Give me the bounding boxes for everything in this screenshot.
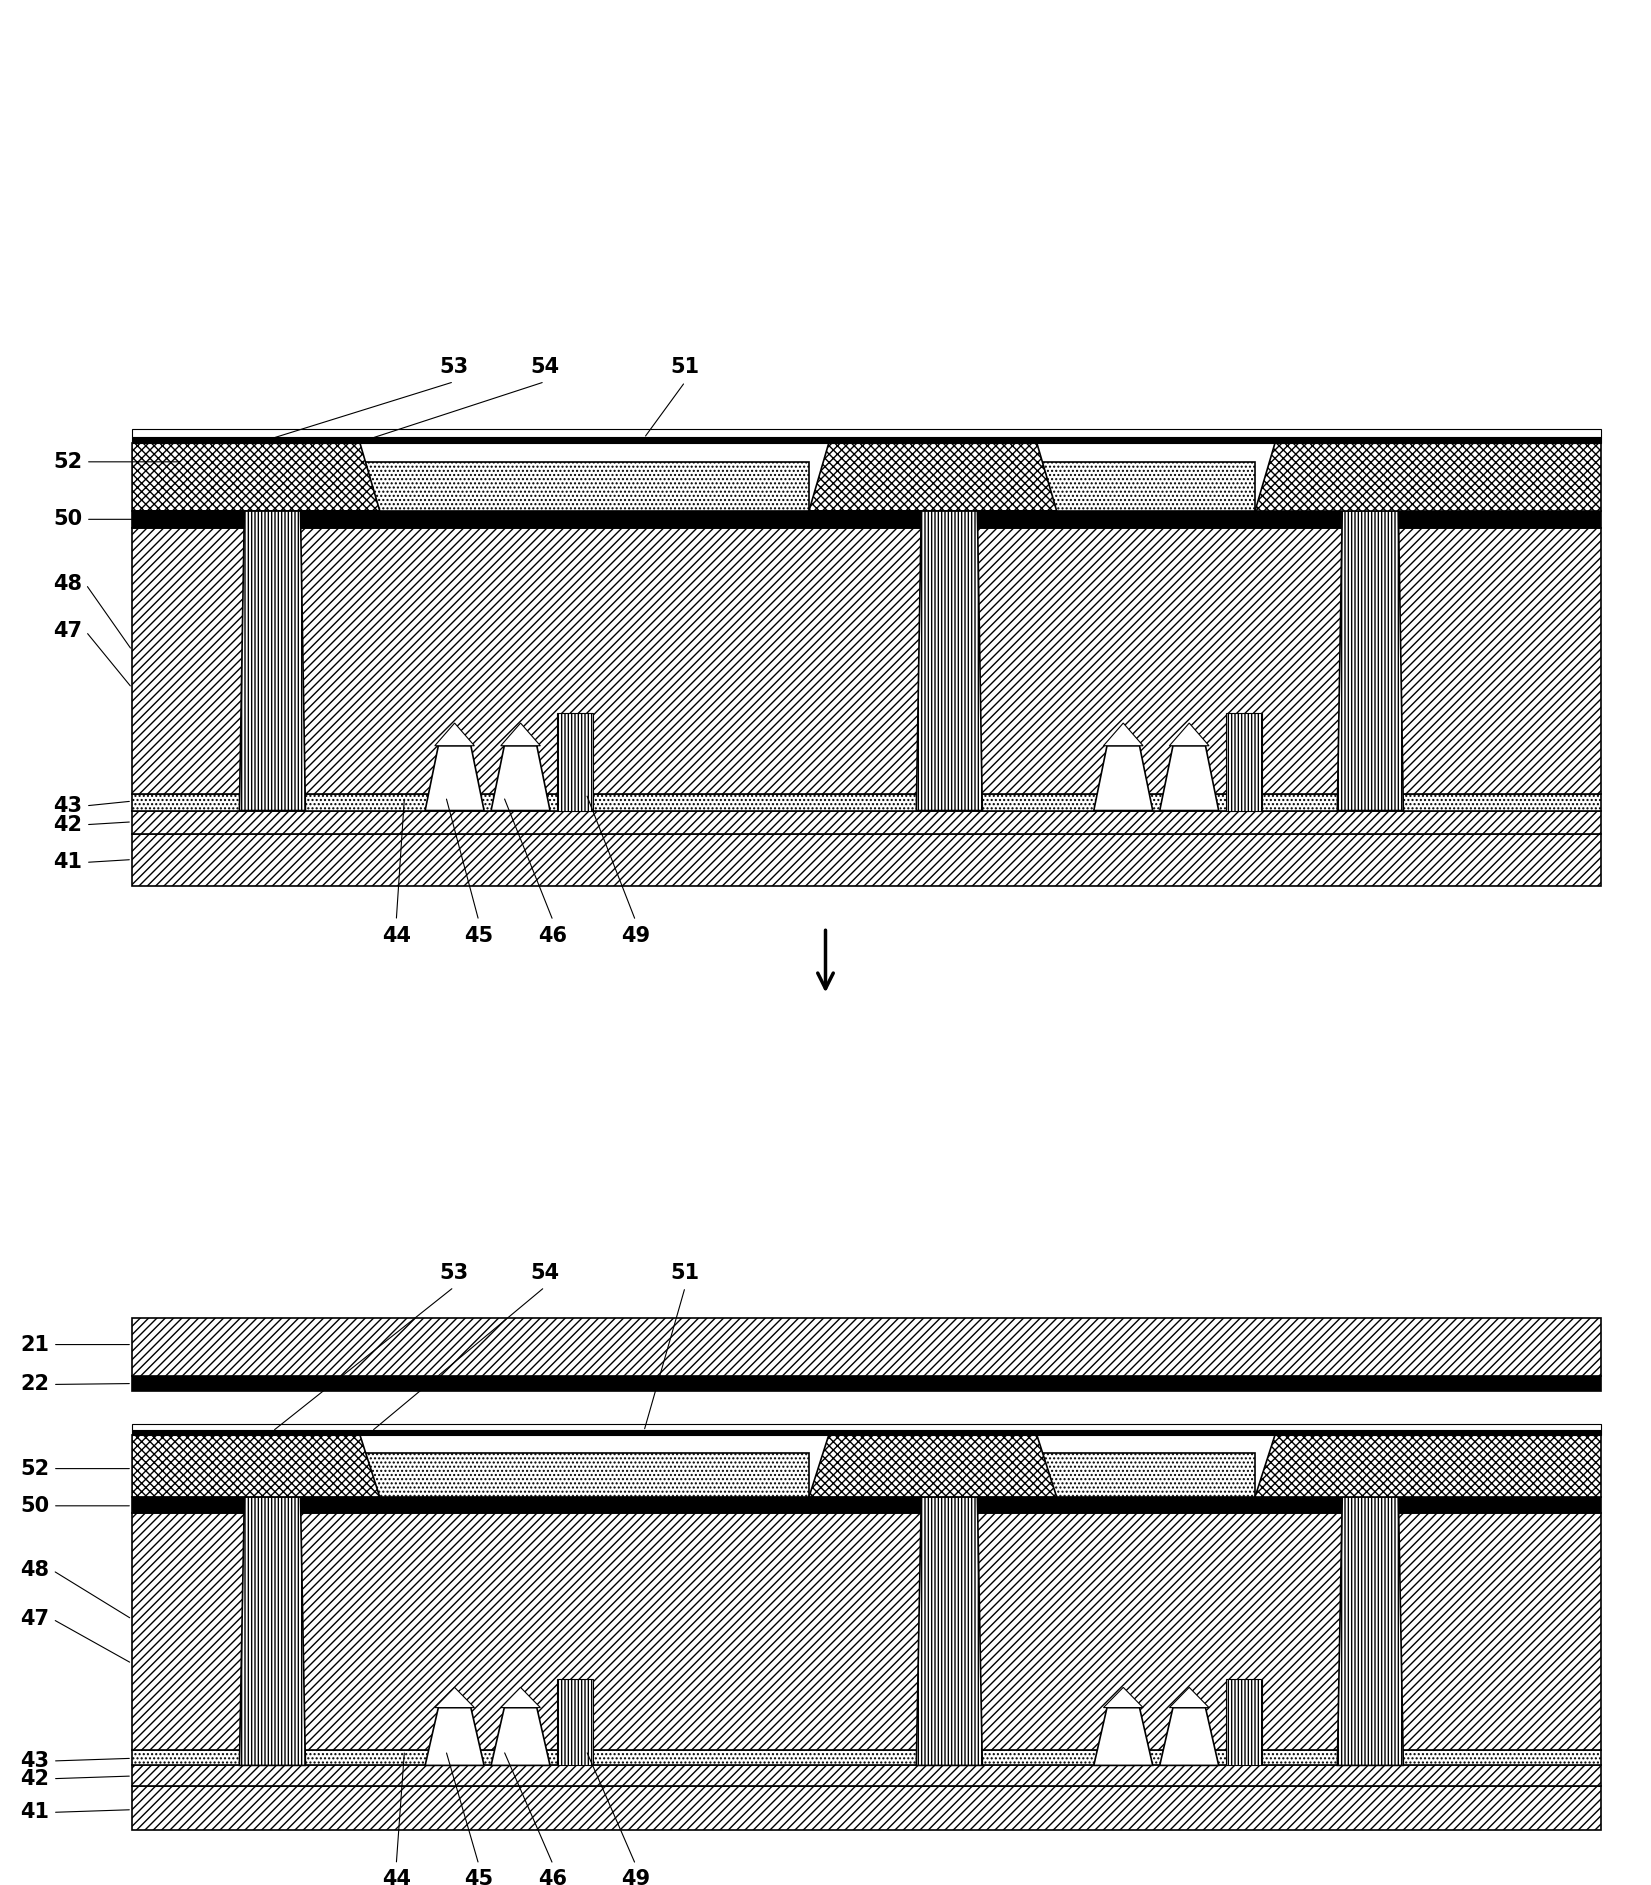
Polygon shape	[1159, 1708, 1218, 1766]
Polygon shape	[500, 1687, 540, 1708]
Polygon shape	[132, 443, 380, 511]
Bar	[1225, 1680, 1261, 1766]
Text: 48: 48	[53, 575, 83, 594]
Polygon shape	[1169, 1687, 1209, 1708]
Text: 46: 46	[538, 926, 568, 946]
Bar	[132, 1376, 1601, 1391]
Bar	[132, 811, 1601, 833]
Bar	[991, 1453, 1255, 1497]
Polygon shape	[1337, 511, 1403, 811]
Text: 52: 52	[53, 452, 83, 471]
Text: 51: 51	[670, 356, 700, 377]
Text: 43: 43	[20, 1751, 50, 1772]
Bar	[1225, 713, 1261, 811]
Bar	[132, 511, 1601, 528]
Text: 22: 22	[20, 1374, 50, 1395]
Polygon shape	[916, 1497, 982, 1766]
Bar	[132, 430, 1601, 437]
Bar	[132, 1785, 1601, 1830]
Polygon shape	[1095, 1708, 1152, 1766]
Text: 44: 44	[381, 1870, 411, 1885]
Bar	[132, 1497, 1601, 1514]
Bar	[132, 1431, 1601, 1434]
Text: 52: 52	[20, 1459, 50, 1478]
Bar	[132, 1514, 1601, 1751]
Polygon shape	[916, 511, 982, 811]
Text: 54: 54	[530, 356, 560, 377]
Polygon shape	[1095, 746, 1152, 811]
Text: 53: 53	[439, 356, 469, 377]
Text: 47: 47	[53, 622, 83, 641]
Bar	[132, 1425, 1601, 1431]
Text: 50: 50	[20, 1497, 50, 1516]
Text: 49: 49	[621, 1870, 650, 1885]
Bar	[132, 1318, 1601, 1376]
Text: 43: 43	[53, 795, 83, 816]
Polygon shape	[490, 1708, 550, 1766]
Polygon shape	[1103, 1687, 1142, 1708]
Text: 45: 45	[464, 926, 494, 946]
Polygon shape	[426, 1708, 484, 1766]
Text: 41: 41	[20, 1802, 50, 1823]
Bar	[132, 437, 1601, 443]
Bar	[330, 462, 809, 511]
Polygon shape	[1337, 1497, 1403, 1766]
Text: 44: 44	[381, 926, 411, 946]
Bar	[132, 528, 1601, 794]
Polygon shape	[490, 746, 550, 811]
Text: 47: 47	[20, 1610, 50, 1629]
Bar	[132, 1766, 1601, 1785]
Bar	[132, 833, 1601, 886]
Text: 51: 51	[670, 1263, 700, 1282]
Bar	[132, 1751, 1601, 1766]
Text: 45: 45	[464, 1870, 494, 1885]
Polygon shape	[809, 1434, 1057, 1497]
Bar	[991, 462, 1255, 511]
Bar	[556, 1680, 593, 1766]
Bar	[556, 713, 593, 811]
Text: 54: 54	[530, 1263, 560, 1282]
Text: 42: 42	[53, 814, 83, 835]
Polygon shape	[426, 746, 484, 811]
Bar	[132, 794, 1601, 811]
Text: 41: 41	[53, 852, 83, 873]
Polygon shape	[132, 1434, 380, 1497]
Polygon shape	[1159, 746, 1218, 811]
Text: 50: 50	[53, 509, 83, 530]
Polygon shape	[1255, 443, 1601, 511]
Polygon shape	[809, 443, 1057, 511]
Text: 42: 42	[20, 1768, 50, 1789]
Text: 49: 49	[621, 926, 650, 946]
Polygon shape	[500, 724, 540, 746]
Polygon shape	[434, 724, 474, 746]
Polygon shape	[239, 511, 305, 811]
Text: 53: 53	[439, 1263, 469, 1282]
Polygon shape	[1169, 724, 1209, 746]
Polygon shape	[434, 1687, 474, 1708]
Polygon shape	[1103, 724, 1142, 746]
Bar	[330, 1453, 809, 1497]
Text: 46: 46	[538, 1870, 568, 1885]
Text: 48: 48	[20, 1561, 50, 1580]
Polygon shape	[239, 1497, 305, 1766]
Polygon shape	[1255, 1434, 1601, 1497]
Text: 21: 21	[20, 1335, 50, 1355]
